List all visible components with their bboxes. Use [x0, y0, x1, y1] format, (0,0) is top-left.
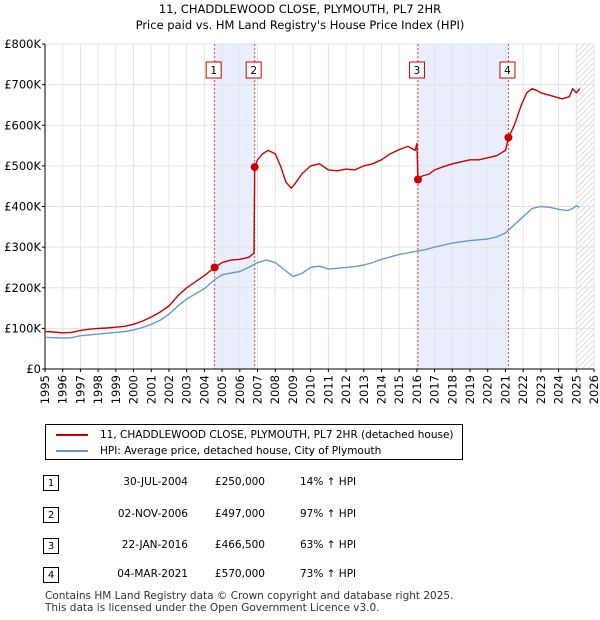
sale-marker-label: 1 — [210, 65, 217, 77]
x-tick-label: 2006 — [233, 375, 247, 404]
transaction-price: £250,000 — [214, 476, 265, 488]
sale-point — [250, 163, 259, 172]
x-tick-label: 2010 — [304, 375, 318, 404]
x-tick-label: 2012 — [339, 375, 353, 404]
footer-licence: This data is licensed under the Open Gov… — [45, 602, 380, 614]
x-tick-label: 2005 — [215, 375, 229, 404]
chart-title: 11, CHADDLEWOOD CLOSE, PLYMOUTH, PL7 2HR — [159, 2, 441, 16]
x-tick-label: 2008 — [268, 375, 282, 404]
transaction-date: 30-JUL-2004 — [123, 476, 188, 488]
sale-point — [210, 263, 219, 272]
x-tick-label: 2020 — [481, 375, 495, 404]
transaction-date: 04-MAR-2021 — [117, 568, 188, 580]
x-tick-label: 2021 — [498, 375, 512, 404]
sale-marker-label: 4 — [504, 65, 511, 77]
x-tick-label: 2019 — [463, 375, 477, 404]
x-tick-label: 2014 — [374, 375, 388, 404]
y-tick-label: £500K — [4, 159, 41, 173]
x-tick-label: 1999 — [109, 375, 123, 404]
x-tick-label: 2011 — [321, 375, 335, 404]
transaction-hpi: 73% ↑ HPI — [300, 568, 357, 580]
transaction-price: £466,500 — [214, 539, 265, 551]
x-tick-label: 2023 — [534, 375, 548, 404]
transaction-hpi: 63% ↑ HPI — [300, 539, 357, 551]
transaction-marker: 4 — [43, 567, 59, 583]
transaction-date: 22-JAN-2016 — [121, 539, 188, 551]
x-tick-label: 2009 — [286, 375, 300, 404]
transaction-hpi: 14% ↑ HPI — [300, 476, 357, 488]
transaction-marker: 1 — [43, 475, 59, 491]
x-tick-label: 1996 — [56, 375, 70, 404]
y-tick-label: £300K — [4, 240, 41, 254]
x-tick-label: 2016 — [410, 375, 424, 404]
property-series-line — [44, 87, 581, 334]
legend-label-property: 11, CHADDLEWOOD CLOSE, PLYMOUTH, PL7 2HR… — [100, 429, 454, 441]
x-tick-label: 2018 — [445, 375, 459, 404]
sale-marker-label: 2 — [250, 65, 257, 77]
x-tick-label: 2001 — [144, 375, 158, 404]
transaction-date: 02-NOV-2006 — [117, 508, 188, 520]
transaction-price: £570,000 — [214, 568, 265, 580]
legend-swatch-hpi — [56, 450, 88, 452]
sale-marker-box — [499, 61, 516, 79]
x-tick-label: 2000 — [127, 375, 141, 404]
table-row: 4 04-MAR-2021 £570,000 73% ↑ HPI — [0, 567, 600, 587]
x-tick-label: 2022 — [516, 375, 530, 404]
footer-copyright: Contains HM Land Registry data © Crown c… — [45, 590, 454, 602]
y-tick-label: £800K — [4, 37, 41, 51]
x-tick-label: 2003 — [180, 375, 194, 404]
legend: 11, CHADDLEWOOD CLOSE, PLYMOUTH, PL7 2HR… — [45, 424, 463, 460]
transaction-hpi: 97% ↑ HPI — [300, 508, 357, 520]
sale-point — [504, 133, 513, 142]
y-tick-label: £100K — [4, 321, 41, 335]
x-tick-label: 2013 — [357, 375, 371, 404]
sale-point — [413, 175, 422, 184]
y-tick-label: £700K — [4, 78, 41, 92]
sale-marker-box — [205, 61, 222, 79]
x-tick-label: 2017 — [428, 375, 442, 404]
table-row: 1 30-JUL-2004 £250,000 14% ↑ HPI — [0, 475, 600, 495]
x-tick-label: 2026 — [587, 375, 600, 404]
x-tick-label: 2024 — [552, 375, 566, 404]
y-tick-label: £200K — [4, 281, 41, 295]
table-row: 2 02-NOV-2006 £497,000 97% ↑ HPI — [0, 507, 600, 527]
x-tick-label: 2015 — [392, 375, 406, 404]
y-tick-label: £400K — [4, 200, 41, 214]
x-tick-label: 1995 — [38, 375, 52, 404]
transaction-marker: 2 — [43, 507, 59, 523]
x-tick-label: 2002 — [162, 375, 176, 404]
y-tick-label: £0 — [26, 362, 41, 376]
legend-label-hpi: HPI: Average price, detached house, City… — [100, 445, 382, 457]
sale-marker-box — [408, 61, 425, 79]
transaction-marker: 3 — [43, 538, 59, 554]
table-row: 3 22-JAN-2016 £466,500 63% ↑ HPI — [0, 538, 600, 558]
x-tick-label: 1998 — [91, 375, 105, 404]
sale-marker-box — [245, 61, 262, 79]
footer: Contains HM Land Registry data © Crown c… — [45, 590, 453, 614]
x-tick-label: 1997 — [73, 375, 87, 404]
x-tick-label: 2007 — [251, 375, 265, 404]
sale-marker-label: 3 — [414, 65, 421, 77]
x-tick-label: 2004 — [197, 375, 211, 404]
y-tick-label: £600K — [4, 118, 41, 132]
chart-subtitle: Price paid vs. HM Land Registry's House … — [136, 18, 465, 32]
legend-swatch-property — [56, 434, 88, 436]
hpi-series-line — [44, 204, 581, 339]
x-tick-label: 2025 — [569, 375, 583, 404]
transaction-price: £497,000 — [214, 508, 265, 520]
price-chart: 11, CHADDLEWOOD CLOSE, PLYMOUTH, PL7 2HR… — [4, 2, 600, 404]
